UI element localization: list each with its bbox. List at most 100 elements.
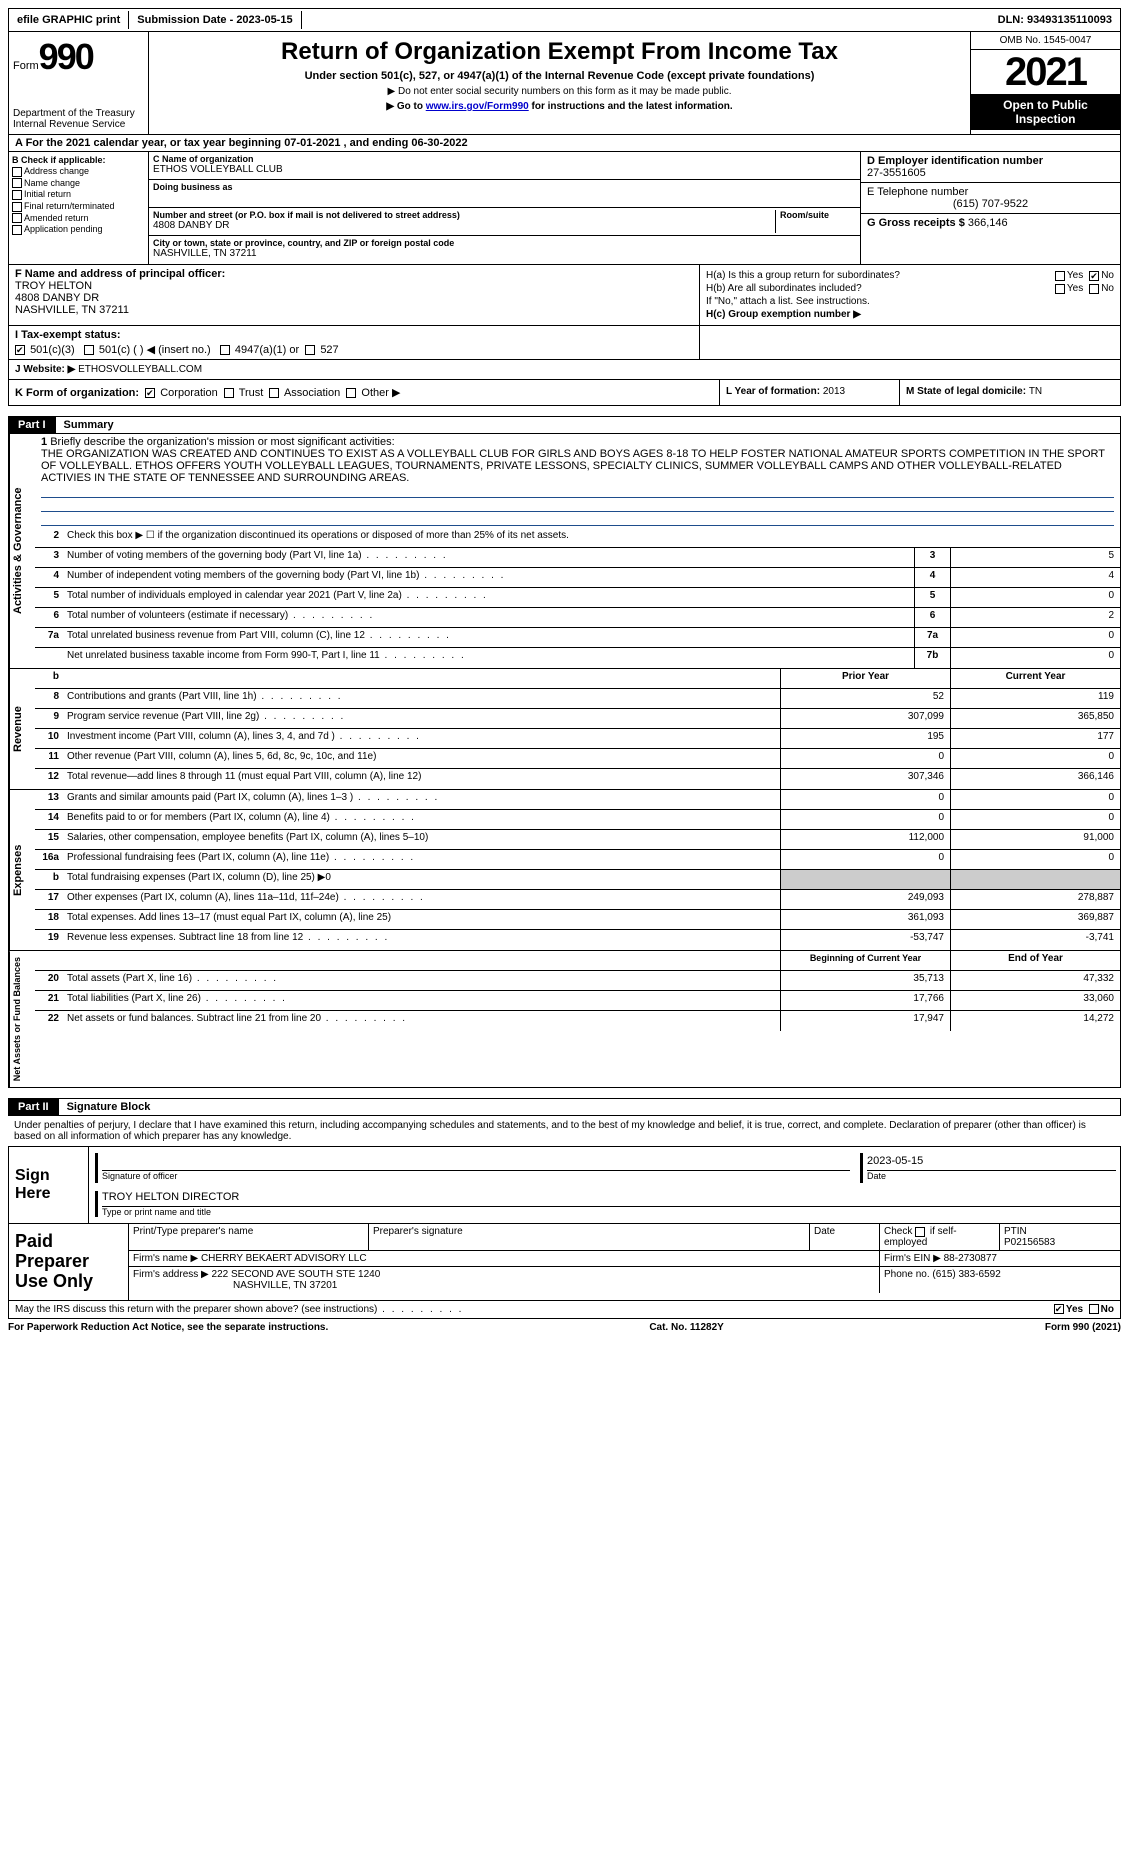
line-19: Revenue less expenses. Subtract line 18 … xyxy=(63,930,780,950)
chk-address-change[interactable] xyxy=(12,167,22,177)
side-governance: Activities & Governance xyxy=(9,434,35,668)
chk-527[interactable] xyxy=(305,345,315,355)
chk-corporation[interactable] xyxy=(145,388,155,398)
street-value: 4808 DANBY DR xyxy=(153,220,771,231)
chk-trust[interactable] xyxy=(224,388,234,398)
officer-addr1: 4808 DANBY DR xyxy=(15,292,693,304)
hb-label: H(b) Are all subordinates included? xyxy=(706,283,1055,294)
firm-name: CHERRY BEKAERT ADVISORY LLC xyxy=(201,1253,367,1264)
chk-501c[interactable] xyxy=(84,345,94,355)
col-b-title: B Check if applicable: xyxy=(12,155,145,165)
line-10: Investment income (Part VIII, column (A)… xyxy=(63,729,780,748)
part1-num: Part I xyxy=(8,417,56,433)
mission-num: 1 xyxy=(41,436,47,448)
line-12: Total revenue—add lines 8 through 11 (mu… xyxy=(63,769,780,789)
firm-addr2: NASHVILLE, TN 37201 xyxy=(233,1280,337,1291)
chk-other[interactable] xyxy=(346,388,356,398)
part2-title: Signature Block xyxy=(59,1098,1121,1116)
form-word: Form xyxy=(13,60,39,72)
chk-amended-return[interactable] xyxy=(12,213,22,223)
prep-name-label: Print/Type preparer's name xyxy=(133,1226,364,1237)
city-value: NASHVILLE, TN 37211 xyxy=(153,248,856,259)
line-7b: Net unrelated business taxable income fr… xyxy=(63,648,914,668)
hb-note: If "No," attach a list. See instructions… xyxy=(706,296,1114,307)
ha-label: H(a) Is this a group return for subordin… xyxy=(706,270,1055,281)
hdr-beginning: Beginning of Current Year xyxy=(780,951,950,970)
top-bar: efile GRAPHIC print Submission Date - 20… xyxy=(8,8,1121,32)
dln: DLN: 93493135110093 xyxy=(990,11,1120,29)
line-11: Other revenue (Part VIII, column (A), li… xyxy=(63,749,780,768)
officer-name: TROY HELTON xyxy=(15,280,693,292)
part2-num: Part II xyxy=(8,1099,59,1115)
officer-name-label: Type or print name and title xyxy=(102,1207,1120,1217)
firm-phone: (615) 383-6592 xyxy=(932,1269,1000,1280)
val-6: 2 xyxy=(950,608,1120,627)
room-label: Room/suite xyxy=(780,210,856,220)
side-net-assets: Net Assets or Fund Balances xyxy=(9,951,35,1087)
line-18: Total expenses. Add lines 13–17 (must eq… xyxy=(63,910,780,929)
chk-association[interactable] xyxy=(269,388,279,398)
dept-label: Department of the Treasury Internal Reve… xyxy=(13,108,144,130)
hdr-current: Current Year xyxy=(950,669,1120,688)
perjury-declaration: Under penalties of perjury, I declare th… xyxy=(8,1116,1121,1146)
part2-header: Part II Signature Block xyxy=(8,1098,1121,1116)
irs-link[interactable]: www.irs.gov/Form990 xyxy=(426,101,529,112)
side-revenue: Revenue xyxy=(9,669,35,789)
tax-year: 2021 xyxy=(971,50,1120,94)
calendar-year-row: A For the 2021 calendar year, or tax yea… xyxy=(8,135,1121,152)
ha-no[interactable] xyxy=(1089,271,1099,281)
pra-notice: For Paperwork Reduction Act Notice, see … xyxy=(8,1322,328,1333)
officer-addr2: NASHVILLE, TN 37211 xyxy=(15,304,693,316)
ha-yes[interactable] xyxy=(1055,271,1065,281)
form-title: Return of Organization Exempt From Incom… xyxy=(155,38,964,66)
line-14: Benefits paid to or for members (Part IX… xyxy=(63,810,780,829)
section-bcd: B Check if applicable: Address change Na… xyxy=(8,152,1121,265)
chk-501c3[interactable] xyxy=(15,345,25,355)
section-ij: I Tax-exempt status: 501(c)(3) 501(c) ( … xyxy=(8,326,1121,360)
firm-addr1: 222 SECOND AVE SOUTH STE 1240 xyxy=(212,1269,381,1280)
line-7a: Total unrelated business revenue from Pa… xyxy=(63,628,914,647)
domicile-state: TN xyxy=(1029,386,1042,397)
dba-label: Doing business as xyxy=(153,182,856,192)
ein-label: D Employer identification number xyxy=(867,155,1114,167)
city-label: City or town, state or province, country… xyxy=(153,238,856,248)
chk-initial-return[interactable] xyxy=(12,190,22,200)
discuss-yes[interactable] xyxy=(1054,1304,1064,1314)
firm-ein-label: Firm's EIN ▶ xyxy=(884,1253,941,1264)
chk-application-pending[interactable] xyxy=(12,225,22,235)
chk-name-change[interactable] xyxy=(12,178,22,188)
chk-4947[interactable] xyxy=(220,345,230,355)
chk-final-return[interactable] xyxy=(12,202,22,212)
chk-self-employed[interactable] xyxy=(915,1227,925,1237)
line-22: Net assets or fund balances. Subtract li… xyxy=(63,1011,780,1031)
section-klm: K Form of organization: Corporation Trus… xyxy=(8,380,1121,406)
org-name: ETHOS VOLLEYBALL CLUB xyxy=(153,164,856,175)
omb-number: OMB No. 1545-0047 xyxy=(971,32,1120,50)
line-16b: Total fundraising expenses (Part IX, col… xyxy=(63,870,780,889)
firm-addr-label: Firm's address ▶ xyxy=(133,1269,209,1280)
hdr-prior: Prior Year xyxy=(780,669,950,688)
prep-date-label: Date xyxy=(814,1226,875,1237)
officer-signature-field[interactable] xyxy=(102,1155,850,1171)
val-7b: 0 xyxy=(950,648,1120,668)
submission-date: Submission Date - 2023-05-15 xyxy=(129,11,301,29)
hc-label: H(c) Group exemption number ▶ xyxy=(706,309,1114,320)
val-5: 0 xyxy=(950,588,1120,607)
tel-label: E Telephone number xyxy=(867,186,1114,198)
revenue-section: Revenue bPrior YearCurrent Year 8Contrib… xyxy=(8,669,1121,790)
officer-name-value: TROY HELTON DIRECTOR xyxy=(102,1191,1120,1207)
org-form-label: K Form of organization: xyxy=(15,387,139,399)
expenses-section: Expenses 13Grants and similar amounts pa… xyxy=(8,790,1121,951)
form-header: Form 990 Department of the Treasury Inte… xyxy=(8,32,1121,135)
discuss-row: May the IRS discuss this return with the… xyxy=(8,1301,1121,1319)
form-ref: Form 990 (2021) xyxy=(1045,1322,1121,1333)
firm-ein: 88-2730877 xyxy=(944,1253,997,1264)
hb-yes[interactable] xyxy=(1055,284,1065,294)
hdr-end: End of Year xyxy=(950,951,1120,970)
discuss-no[interactable] xyxy=(1089,1304,1099,1314)
section-fh: F Name and address of principal officer:… xyxy=(8,265,1121,326)
line-17: Other expenses (Part IX, column (A), lin… xyxy=(63,890,780,909)
line-5: Total number of individuals employed in … xyxy=(63,588,914,607)
hb-no[interactable] xyxy=(1089,284,1099,294)
line-6: Total number of volunteers (estimate if … xyxy=(63,608,914,627)
